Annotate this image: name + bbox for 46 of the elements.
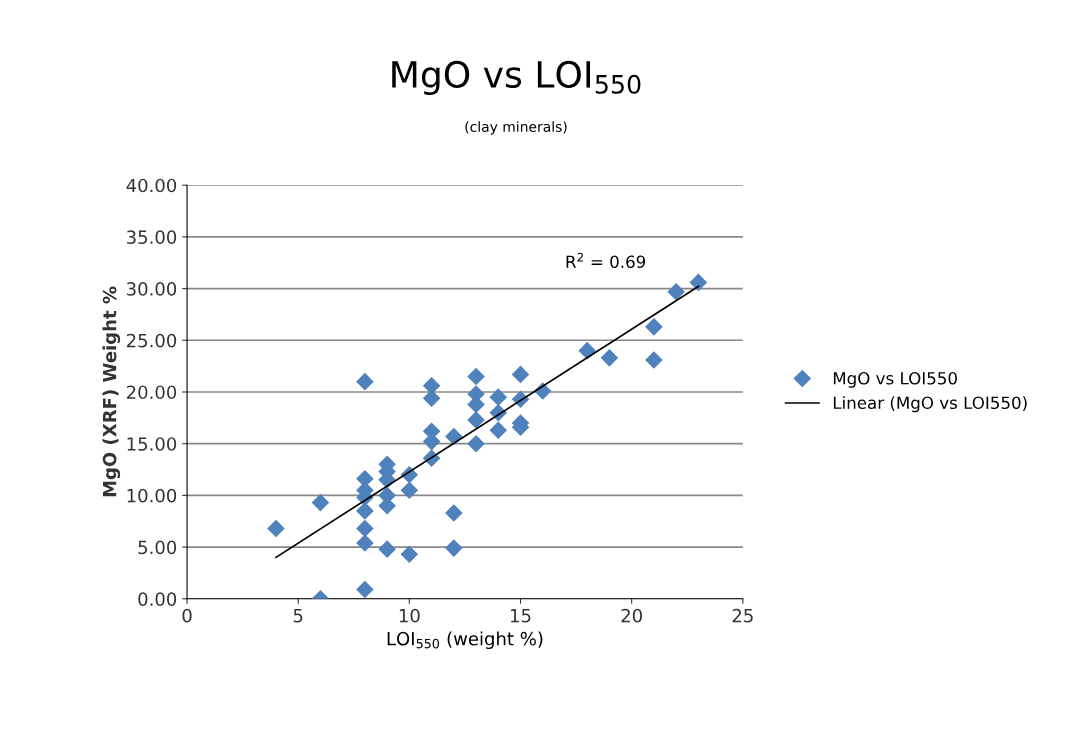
point [445, 539, 463, 557]
legend-label: Linear (MgO vs LOI550) [833, 396, 1027, 413]
chart-title: MgO vs LOI$_{550}$ [392, 60, 641, 96]
y-tick-label: 15.00 [127, 437, 177, 451]
point [267, 519, 285, 538]
y-tick-label: 35.00 [127, 230, 177, 245]
y-tick-label: 20.00 [126, 385, 177, 400]
y-tick-label: 25.00 [126, 333, 177, 348]
point [645, 318, 663, 336]
y-tick-label: 10.00 [127, 488, 177, 503]
annotation: R$^{2}$ = 0.69 [566, 252, 646, 269]
point [356, 372, 374, 391]
x-tick-label: 20 [621, 608, 642, 623]
point [645, 351, 663, 369]
y-axis-title: MgO (XRF) Weight % [102, 286, 121, 497]
point [689, 273, 708, 292]
point [356, 519, 374, 538]
y-tick-label: 5.00 [138, 540, 177, 555]
point [511, 365, 530, 384]
point [378, 540, 396, 558]
point [356, 534, 374, 552]
point [445, 504, 463, 522]
point [467, 367, 485, 386]
x-tick-label: 0 [182, 608, 192, 623]
point [489, 421, 508, 440]
point [356, 502, 374, 520]
point [467, 434, 485, 453]
y-tick-label: 0.00 [138, 592, 177, 606]
y-tick-label: 40.00 [126, 178, 177, 193]
point [356, 580, 374, 599]
y-tick-label: 30.00 [127, 282, 177, 296]
point [400, 481, 419, 499]
point [445, 427, 463, 446]
x-tick-label: 15 [511, 609, 531, 623]
x-tick-label: 10 [399, 608, 420, 623]
point [467, 411, 485, 429]
point [400, 545, 419, 564]
x-tick-label: 25 [732, 608, 753, 623]
point [667, 282, 685, 301]
x-tick-label: 5 [293, 609, 303, 623]
chart-subtitle: (clay minerals) [465, 121, 567, 135]
point [489, 388, 508, 406]
point [311, 493, 330, 512]
x-axis-title: LOI$_{550}$ (weight %) [387, 631, 543, 649]
point [600, 349, 619, 367]
legend-label: MgO vs LOI550 [833, 371, 957, 388]
